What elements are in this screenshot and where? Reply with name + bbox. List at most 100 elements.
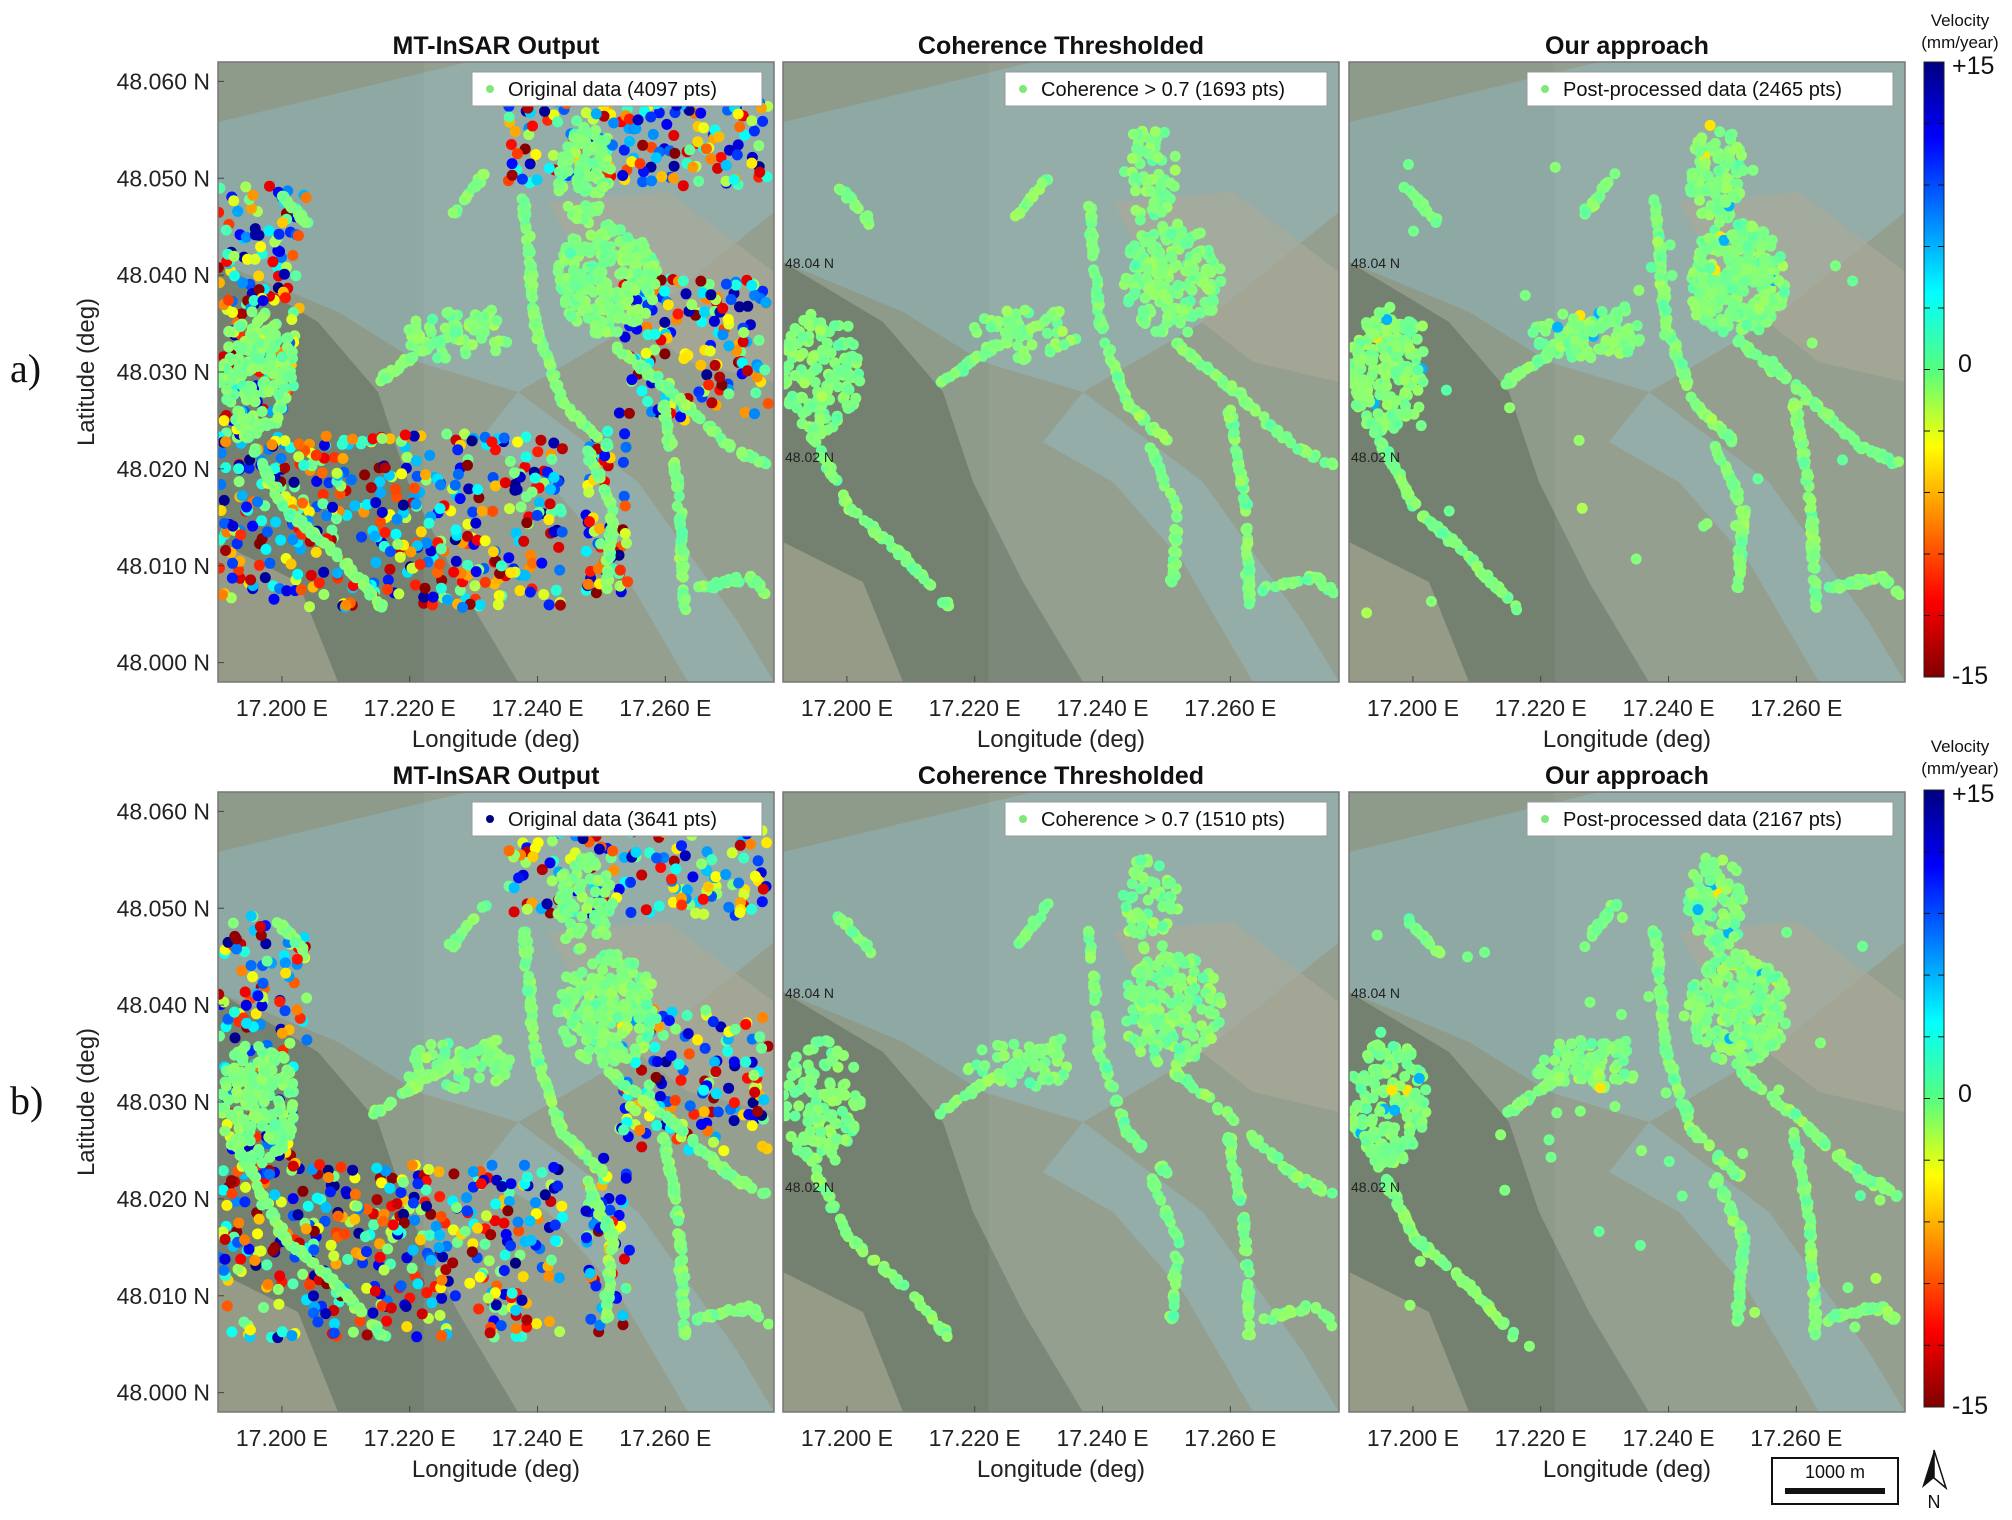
scatter-point	[265, 351, 277, 363]
scatter-point	[483, 1255, 495, 1267]
scatter-point	[634, 158, 646, 170]
scatter-point	[531, 174, 543, 186]
scatter-point	[705, 289, 717, 301]
scatter-point	[669, 462, 681, 474]
scatter-point	[706, 425, 718, 437]
scatter-point	[421, 537, 433, 549]
scatter-point	[580, 200, 592, 212]
scatter-point	[237, 277, 249, 289]
scatter-point	[367, 433, 379, 445]
scatter-point	[1172, 279, 1184, 291]
scatter-point	[1727, 299, 1739, 311]
scatter-point	[270, 516, 282, 528]
scatter-point	[459, 1225, 471, 1237]
scatter-point	[218, 277, 225, 289]
map-river-channel	[478, 1122, 774, 1412]
scatter-point	[939, 596, 951, 608]
scatter-point	[528, 309, 540, 321]
scatter-point	[423, 1163, 435, 1175]
scatter-point	[1779, 286, 1791, 298]
scatter-point	[257, 311, 268, 323]
scatter-point	[479, 535, 491, 547]
scatter-point	[218, 1264, 230, 1276]
scatter-point	[269, 341, 281, 353]
panel-title: MT-InSAR Output	[393, 762, 601, 790]
scatter-point	[659, 348, 671, 360]
scatter-point	[1773, 275, 1785, 287]
scatter-point	[435, 582, 447, 594]
scatter-point	[1736, 150, 1747, 161]
scatter-point	[1879, 573, 1891, 585]
scatter-point	[252, 419, 264, 431]
scatter-point	[552, 1180, 564, 1192]
scatter-point	[222, 1013, 234, 1025]
scatter-point	[606, 226, 618, 238]
scatter-point	[461, 1192, 473, 1204]
scatter-point	[618, 144, 630, 156]
scatter-point	[490, 345, 502, 357]
scatter-point	[625, 876, 636, 888]
scatter-point	[738, 852, 750, 864]
scatter-point	[1800, 388, 1812, 400]
scatter-point	[617, 456, 629, 468]
scatter-point	[863, 517, 874, 529]
scatter-point	[1720, 269, 1732, 281]
scatter-point	[1242, 564, 1254, 576]
scatter-point	[1162, 311, 1174, 323]
scatter-point	[272, 412, 284, 424]
scatter-point	[489, 480, 501, 492]
scatter-point	[803, 319, 815, 331]
scatter-point	[233, 357, 245, 369]
scatter-point	[553, 178, 564, 190]
scatter-point	[1237, 492, 1249, 504]
scatter-point	[1381, 399, 1393, 411]
scatter-point	[1727, 230, 1739, 242]
scatter-point	[565, 247, 576, 259]
scatter-point	[1621, 324, 1633, 336]
scatter-point	[376, 1177, 387, 1189]
scatter-point	[399, 429, 411, 441]
scatter-point	[376, 1300, 388, 1312]
legend-marker	[1541, 85, 1549, 93]
scatter-point	[255, 929, 267, 941]
scatter-point	[499, 477, 511, 489]
scatter-point	[621, 537, 632, 549]
scatter-point	[1202, 283, 1214, 294]
scatter-point	[1404, 342, 1415, 354]
scatter-point	[219, 1233, 231, 1245]
scatter-point	[245, 574, 257, 586]
scatter-point	[381, 1315, 393, 1327]
scatter-point	[1704, 317, 1716, 329]
scatter-point	[1133, 410, 1145, 422]
scatter-point	[1404, 326, 1416, 338]
scatter-point	[1011, 328, 1023, 340]
scatter-point	[1727, 191, 1739, 203]
scatter-point	[677, 275, 689, 287]
scatter-point	[681, 884, 693, 896]
scatter-point	[632, 114, 644, 126]
scatter-point	[1152, 427, 1164, 439]
scatter-point	[753, 140, 765, 152]
scatter-point	[662, 299, 674, 311]
scatter-point	[655, 862, 667, 873]
scatter-point	[1787, 401, 1799, 413]
scatter-point	[412, 1278, 424, 1290]
scatter-point	[690, 409, 702, 421]
scatter-point	[1595, 344, 1607, 355]
scatter-point	[571, 213, 583, 225]
scatter-point	[230, 933, 242, 945]
scatter-point	[1384, 301, 1396, 313]
scatter-point	[823, 326, 835, 338]
scatter-point	[1645, 261, 1657, 273]
scatter-point	[599, 240, 611, 252]
scatter-point	[753, 456, 765, 468]
scatter-point	[382, 574, 394, 586]
scatter-point	[1403, 365, 1415, 377]
scatter-point	[1412, 384, 1424, 396]
scatter-point	[1169, 523, 1181, 535]
scatter-point	[361, 499, 373, 511]
scatter-point	[240, 999, 252, 1011]
scatter-point	[384, 546, 396, 557]
scatter-point	[759, 364, 771, 376]
scatter-point	[406, 1262, 418, 1274]
